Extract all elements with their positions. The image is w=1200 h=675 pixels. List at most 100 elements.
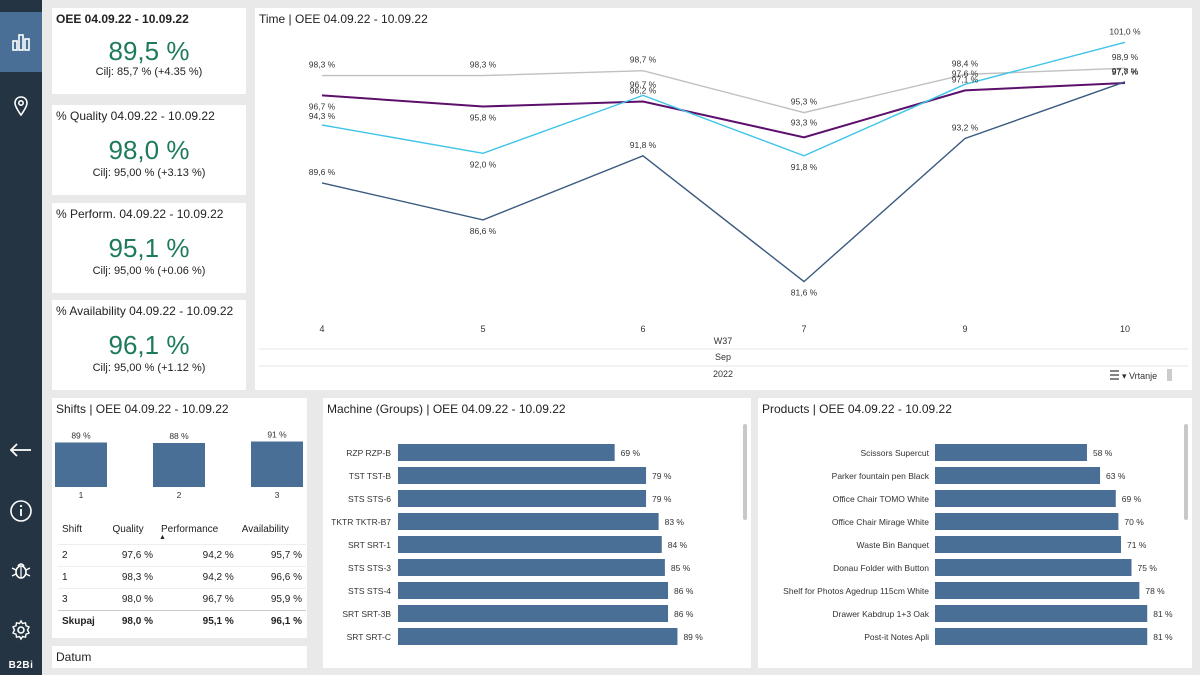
products-bar-chart: Scissors Supercut 58 % Parker fountain pen… <box>783 444 1173 645</box>
bar-data-label: 89 % <box>71 431 91 441</box>
shift-bar[interactable] <box>55 442 107 488</box>
kpi-card-performance[interactable]: % Perform. 04.09.22 - 10.09.22 95,1 % Ci… <box>52 203 246 293</box>
products-scrollbar[interactable] <box>1184 424 1188 520</box>
bug-icon <box>11 563 31 579</box>
x-tick-label: 2 <box>177 490 182 500</box>
sidebar: B2Bi <box>0 0 42 675</box>
data-label: 97,1 % <box>952 74 979 84</box>
drill-scroll-handle[interactable] <box>1167 369 1172 381</box>
drill-label: Vrtanje <box>1129 371 1157 381</box>
category-label: Post-it Notes Apli <box>864 632 929 642</box>
bar-data-label: 63 % <box>1106 471 1126 481</box>
data-label: 91,8 % <box>791 162 818 172</box>
bar-data-label: 86 % <box>674 586 694 596</box>
data-label: 98,3 % <box>470 60 497 70</box>
bar[interactable] <box>398 467 647 484</box>
x-tick-label: 1 <box>79 490 84 500</box>
bar[interactable] <box>398 444 615 461</box>
machines-scrollbar[interactable] <box>743 424 747 520</box>
table-row[interactable]: 3 98,0 % 96,7 % 95,9 % <box>58 587 306 610</box>
bar-data-label: 69 % <box>1122 494 1142 504</box>
table-cell: 1 <box>58 565 109 588</box>
bar-data-label: 79 % <box>652 494 672 504</box>
data-label: 95,8 % <box>470 113 497 123</box>
col-header-availability[interactable]: Availability <box>241 524 289 536</box>
bar[interactable] <box>935 467 1101 484</box>
bar-data-label: 71 % <box>1127 540 1147 550</box>
data-label: 98,7 % <box>630 55 657 65</box>
bar[interactable] <box>935 444 1087 461</box>
bar[interactable] <box>935 513 1119 530</box>
data-label: 98,9 % <box>1112 52 1139 62</box>
bar[interactable] <box>398 582 669 599</box>
bar[interactable] <box>935 536 1122 553</box>
kpi-card-oee[interactable]: OEE 04.09.22 - 10.09.22 89,5 % Cilj: 85,… <box>52 8 246 94</box>
x-tick-label: 4 <box>319 324 324 334</box>
sort-asc-icon: ▲ <box>158 534 166 541</box>
nav-debug-button[interactable] <box>0 540 42 600</box>
table-cell: 97,6 % <box>108 543 157 566</box>
table-total-row[interactable]: Skupaj 98,0 % 95,1 % 96,1 % <box>58 609 306 632</box>
data-label: 92,0 % <box>470 159 497 169</box>
bar[interactable] <box>935 559 1132 576</box>
bar[interactable] <box>935 628 1148 645</box>
col-header-performance-label: Performance <box>160 524 219 536</box>
bar-data-label: 75 % <box>1138 563 1158 573</box>
bar[interactable] <box>398 513 659 530</box>
kpi-card-quality[interactable]: % Quality 04.09.22 - 10.09.22 98,0 % Cil… <box>52 105 246 195</box>
series-line-availability[interactable] <box>321 41 1126 157</box>
x-tick-label: 7 <box>801 324 806 334</box>
bar-data-label: 81 % <box>1153 609 1173 619</box>
bar[interactable] <box>398 559 665 576</box>
time-chart-title: Time | OEE 04.09.22 - 10.09.22 <box>259 12 428 26</box>
shift-bar[interactable] <box>153 443 205 487</box>
category-label: Office Chair Mirage White <box>832 517 929 527</box>
col-header-shift[interactable]: Shift <box>62 524 83 536</box>
category-label: STS STS-6 <box>348 494 391 504</box>
bar[interactable] <box>398 628 678 645</box>
data-label: 101,0 % <box>1109 26 1141 36</box>
table-cell: 94,2 % <box>156 565 238 588</box>
col-header-performance[interactable]: Performance ▲ <box>157 516 238 544</box>
bar[interactable] <box>935 582 1140 599</box>
nav-info-button[interactable] <box>0 481 42 541</box>
x-tick-label: 9 <box>962 324 967 334</box>
table-row[interactable]: 2 97,6 % 94,2 % 95,7 % <box>58 543 306 566</box>
bar[interactable] <box>398 536 662 553</box>
shift-bar[interactable] <box>251 441 303 488</box>
kpi-target: Cilj: 95,00 % (+0.06 %) <box>92 265 206 277</box>
products-card: Products | OEE 04.09.22 - 10.09.22 Sciss… <box>758 398 1192 668</box>
category-label: RZP RZP-B <box>346 448 391 458</box>
datum-filter[interactable]: Datum <box>52 646 307 668</box>
x-tick-label: 6 <box>640 324 645 334</box>
kpi-title: % Quality 04.09.22 - 10.09.22 <box>56 109 215 123</box>
kpi-value: 98,0 % <box>108 135 190 165</box>
bar[interactable] <box>398 490 647 507</box>
x-tick-label: 5 <box>480 324 485 334</box>
data-label: 96,2 % <box>630 86 657 96</box>
drill-control[interactable]: ▾ Vrtanje <box>1110 369 1172 381</box>
bar[interactable] <box>398 605 669 622</box>
table-cell: 96,6 % <box>237 565 306 588</box>
kpi-title: % Perform. 04.09.22 - 10.09.22 <box>56 207 224 221</box>
bar[interactable] <box>935 605 1148 622</box>
kpi-title: OEE 04.09.22 - 10.09.22 <box>56 12 189 26</box>
table-row[interactable]: 1 98,3 % 94,2 % 96,6 % <box>58 565 306 588</box>
shifts-table: Shift Quality Performance ▲ Availability … <box>58 516 306 632</box>
series-line-quality[interactable] <box>322 67 1126 114</box>
nav-settings-button[interactable] <box>0 600 42 660</box>
category-label: Shelf for Photos Agedrup 115cm White <box>783 586 929 596</box>
nav-charts-button[interactable] <box>0 12 42 72</box>
nav-location-button[interactable] <box>0 76 42 136</box>
nav-back-button[interactable] <box>0 420 42 480</box>
table-cell: 95,1 % <box>156 609 238 632</box>
category-label: SRT SRT-C <box>347 632 391 642</box>
series-line-oee-perf[interactable] <box>321 82 1126 139</box>
series-line-oee[interactable] <box>321 81 1126 283</box>
kpi-title: % Availability 04.09.22 - 10.09.22 <box>56 304 234 318</box>
bar-data-label: 69 % <box>621 448 641 458</box>
category-label: TST TST-B <box>349 471 392 481</box>
col-header-quality[interactable]: Quality <box>112 524 144 536</box>
bar[interactable] <box>935 490 1116 507</box>
kpi-card-availability[interactable]: % Availability 04.09.22 - 10.09.22 96,1 … <box>52 300 246 390</box>
